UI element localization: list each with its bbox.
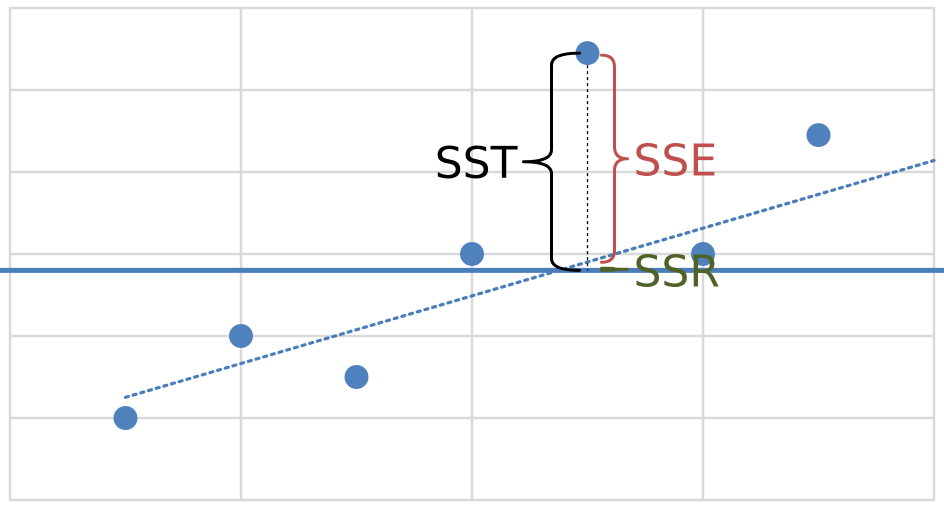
sst-brace <box>522 51 581 272</box>
ssr-label: SSR <box>634 246 720 297</box>
sse-label: SSE <box>634 136 718 187</box>
regression-line <box>123 158 936 399</box>
data-point <box>691 242 715 266</box>
data-point <box>344 365 369 389</box>
data-point <box>113 406 138 430</box>
data-point <box>806 123 831 148</box>
data-points <box>113 41 831 430</box>
data-point <box>460 242 484 266</box>
plot-frame <box>8 6 936 502</box>
sst-label: SST <box>435 138 518 189</box>
data-point <box>575 41 600 66</box>
sse-brace <box>600 53 629 264</box>
data-point <box>229 324 253 348</box>
ssr-brace <box>600 266 629 272</box>
